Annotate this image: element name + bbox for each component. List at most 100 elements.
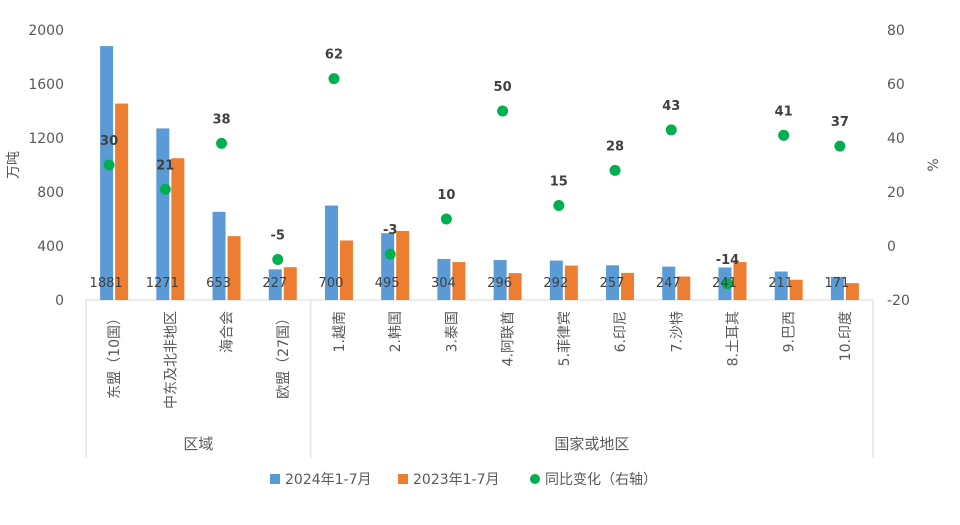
bar-2024-value-label: 296 bbox=[487, 276, 512, 291]
series-yoy-points bbox=[103, 73, 846, 290]
bar-2023 bbox=[283, 267, 297, 300]
bar-2023 bbox=[845, 283, 859, 300]
category-label: 9.巴西 bbox=[782, 311, 798, 352]
yoy-point bbox=[103, 159, 115, 171]
yoy-value-label: 50 bbox=[494, 80, 512, 95]
yoy-point bbox=[834, 140, 846, 152]
yoy-point bbox=[440, 213, 452, 225]
yoy-value-label: 43 bbox=[662, 99, 680, 114]
category-label: 8.土耳其 bbox=[725, 311, 741, 366]
bar-2023 bbox=[171, 158, 185, 300]
yoy-point bbox=[272, 254, 284, 265]
yoy-value-label: 21 bbox=[156, 158, 174, 173]
yoy-value-label: 38 bbox=[212, 112, 230, 127]
bar-2023 bbox=[621, 272, 635, 300]
yoy-value-label: 28 bbox=[606, 139, 624, 154]
bar-2024 bbox=[662, 266, 676, 300]
bar-2024-value-label: 1881 bbox=[90, 276, 123, 291]
y-tick-label: 0 bbox=[55, 293, 64, 309]
group-label: 国家或地区 bbox=[554, 435, 629, 453]
bar-2024-value-label: 211 bbox=[768, 276, 793, 291]
bar-2024-value-label: 495 bbox=[375, 276, 400, 291]
category-label: 7.沙特 bbox=[669, 311, 685, 352]
y2-tick-label: 80 bbox=[887, 23, 905, 39]
bar-2024 bbox=[549, 260, 563, 300]
bar-2024-value-label: 227 bbox=[262, 276, 287, 291]
category-label: 10.印度 bbox=[838, 311, 854, 361]
legend-swatch bbox=[530, 474, 540, 484]
y-tick-label: 800 bbox=[37, 185, 64, 201]
bar-2024-value-label: 304 bbox=[431, 276, 456, 291]
yoy-point bbox=[384, 248, 396, 260]
category-label: 4.阿联酋 bbox=[500, 311, 517, 366]
bar-2023 bbox=[733, 262, 747, 300]
bar-2024-value-label: 241 bbox=[712, 276, 737, 291]
y2-axis-title: % bbox=[926, 158, 942, 171]
bar-2024 bbox=[156, 128, 170, 300]
series-2023-bars bbox=[115, 103, 859, 300]
yoy-point bbox=[216, 137, 228, 149]
category-label: 6.印尼 bbox=[613, 311, 629, 352]
yoy-point bbox=[665, 124, 677, 136]
bar-2024 bbox=[437, 258, 451, 300]
category-label: 海合会 bbox=[220, 311, 236, 353]
bar-2023 bbox=[677, 276, 691, 300]
category-label: 中东及北非地区 bbox=[163, 311, 179, 409]
bar-2024 bbox=[774, 271, 788, 300]
y-tick-label: 1200 bbox=[28, 131, 64, 147]
bar-2023 bbox=[452, 262, 466, 300]
bar-2024 bbox=[606, 265, 620, 300]
legend-label: 2023年1-7月 bbox=[413, 472, 500, 488]
yoy-point bbox=[609, 164, 621, 176]
legend-label: 2024年1-7月 bbox=[285, 472, 372, 488]
y-tick-label: 1600 bbox=[28, 77, 64, 93]
bar-2024 bbox=[493, 260, 507, 300]
yoy-value-label: 37 bbox=[831, 115, 849, 130]
category-label: 东盟（10国） bbox=[107, 311, 123, 399]
yoy-point bbox=[721, 278, 733, 290]
yoy-point bbox=[778, 129, 790, 141]
bar-2023 bbox=[115, 103, 129, 300]
y2-tick-label: 0 bbox=[887, 239, 896, 255]
y2-tick-label: 20 bbox=[887, 185, 905, 201]
bar-2024 bbox=[268, 269, 282, 300]
bar-2023 bbox=[227, 236, 241, 300]
bar-2023 bbox=[339, 240, 353, 300]
legend-swatch bbox=[270, 474, 280, 484]
bar-2024-value-label: 247 bbox=[656, 276, 681, 291]
yoy-value-label: 10 bbox=[437, 188, 455, 203]
y-tick-label: 400 bbox=[37, 239, 64, 255]
legend-swatch bbox=[398, 474, 408, 484]
yoy-value-label: 41 bbox=[775, 104, 793, 119]
yoy-point bbox=[159, 183, 171, 195]
bar-2024-value-label: 171 bbox=[824, 276, 849, 291]
legend: 2024年1-7月 2023年1-7月 同比变化（右轴） bbox=[270, 472, 657, 488]
yoy-value-label: -5 bbox=[271, 229, 285, 244]
category-label: 1.越南 bbox=[332, 311, 348, 352]
bar-2023 bbox=[396, 231, 410, 300]
group-label: 区域 bbox=[183, 435, 213, 453]
bar-2023 bbox=[564, 265, 578, 300]
y2-tick-label: 40 bbox=[887, 131, 905, 147]
bar-2024-value-label: 700 bbox=[319, 276, 344, 291]
bar-2024-value-label: 1271 bbox=[146, 276, 179, 291]
yoy-point bbox=[497, 105, 509, 117]
bar-2024 bbox=[324, 205, 338, 300]
bar-2024 bbox=[830, 276, 844, 300]
bar-2024 bbox=[100, 46, 114, 300]
y2-tick-label: 60 bbox=[887, 77, 905, 93]
category-label: 3.泰国 bbox=[444, 311, 460, 352]
yoy-point bbox=[553, 200, 565, 211]
bar-2023 bbox=[789, 279, 803, 300]
category-label: 欧盟（27国） bbox=[276, 311, 292, 399]
y-tick-label: 2000 bbox=[28, 23, 64, 39]
bar-2024 bbox=[212, 211, 226, 300]
bar-2024-value-label: 292 bbox=[543, 276, 568, 291]
bar-2024-value-label: 257 bbox=[600, 276, 625, 291]
yoy-value-label: 15 bbox=[550, 175, 568, 190]
category-label: 5.菲律宾 bbox=[557, 311, 573, 366]
category-label: 2.韩国 bbox=[388, 311, 404, 352]
yoy-value-label: 62 bbox=[325, 48, 343, 63]
yoy-value-label: 30 bbox=[100, 134, 118, 149]
